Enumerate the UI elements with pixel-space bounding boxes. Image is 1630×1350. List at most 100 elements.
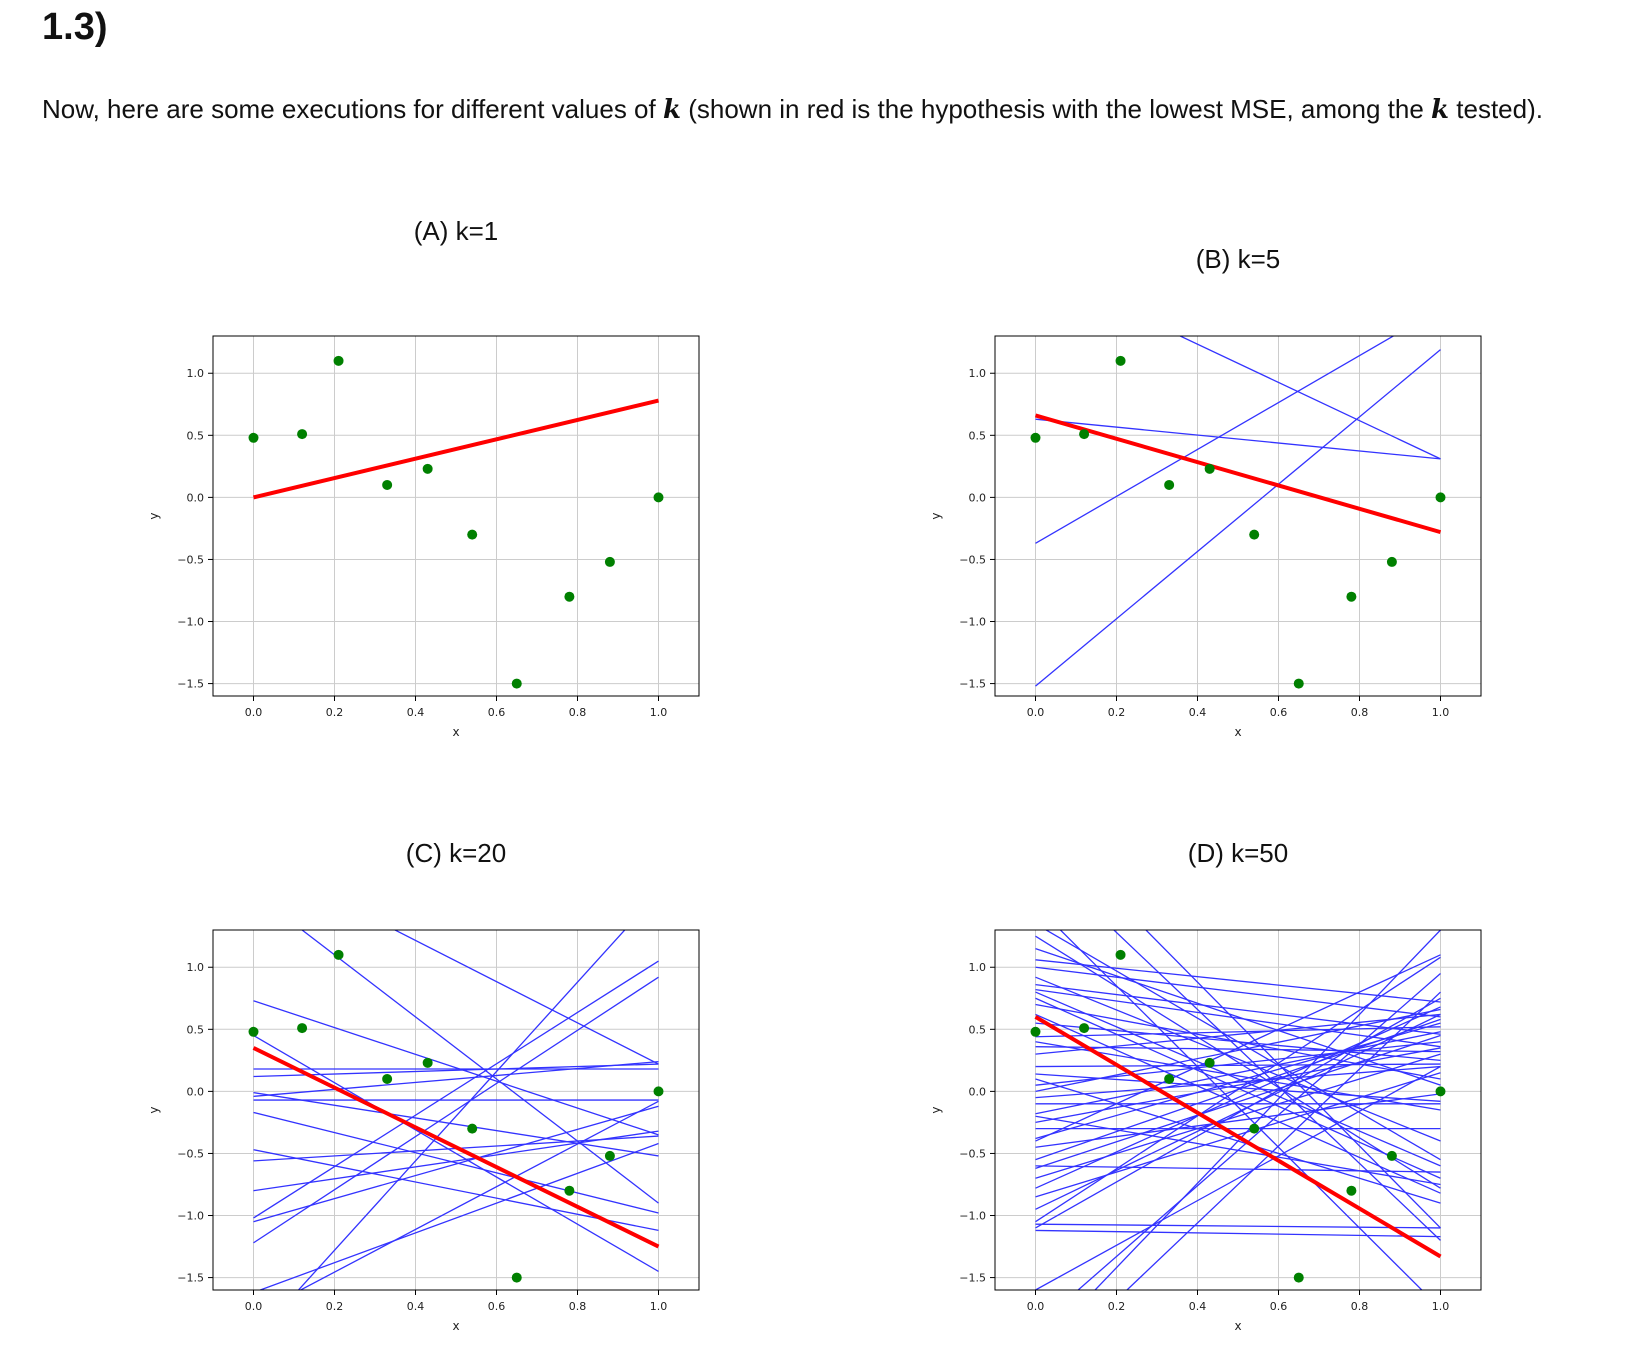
- x-tick-label: 1.0: [1432, 706, 1450, 719]
- candidate-line: [1035, 997, 1441, 1179]
- candidate-line: [1035, 1223, 1441, 1229]
- y-axis-label: y: [147, 1106, 161, 1113]
- intro-text-1: Now, here are some executions for differ…: [42, 94, 663, 124]
- y-tick-label: 0.0: [969, 491, 987, 504]
- candidate-line: [1145, 930, 1441, 1229]
- data-point: [297, 1023, 308, 1034]
- data-point: [1435, 492, 1446, 503]
- candidate-line: [1077, 972, 1441, 1290]
- data-point: [1115, 949, 1126, 960]
- candidate-line: [299, 1100, 659, 1290]
- candidate-line: [1035, 1026, 1441, 1038]
- plot-frame: [212, 335, 700, 697]
- data-point: [333, 949, 344, 960]
- candidate-line: [297, 930, 626, 1290]
- y-tick-label: −0.5: [177, 553, 204, 566]
- candidate-line: [253, 1060, 659, 1097]
- candidate-line: [253, 1000, 659, 1136]
- best-hypothesis-line: [1034, 413, 1442, 535]
- y-tick-label: −0.5: [177, 1147, 204, 1160]
- candidate-line: [253, 1034, 659, 1272]
- x-tick-label: 0.8: [1351, 1300, 1369, 1313]
- best-hypothesis-line: [252, 1046, 660, 1249]
- section-heading: 1.3): [42, 6, 108, 48]
- data-point: [1079, 429, 1090, 440]
- candidate-line: [1035, 1041, 1441, 1111]
- y-tick-label: 0.5: [187, 429, 205, 442]
- candidate-lines: [1035, 930, 1441, 1290]
- data-point: [1249, 529, 1260, 540]
- candidate-line: [1178, 336, 1441, 460]
- candidate-line: [1035, 1093, 1441, 1148]
- data-point: [467, 529, 478, 540]
- y-tick-label: 0.5: [969, 429, 987, 442]
- candidate-line: [1035, 1034, 1441, 1169]
- data-point: [653, 1086, 664, 1097]
- x-tick-label: 1.0: [1432, 1300, 1450, 1313]
- y-tick-label: 1.0: [969, 367, 987, 380]
- x-axis-label: x: [1234, 1319, 1241, 1333]
- candidate-line: [253, 1149, 659, 1232]
- data-point: [248, 1026, 259, 1037]
- data-point: [1346, 1185, 1357, 1196]
- x-tick-label: 1.0: [650, 1300, 668, 1313]
- data-point: [382, 479, 393, 490]
- x-tick-label: 0.6: [1270, 1300, 1288, 1313]
- chart-title: (C) k=20: [406, 838, 506, 868]
- x-tick-label: 0.2: [326, 1300, 344, 1313]
- candidate-line: [1035, 991, 1441, 1167]
- k-variable: k: [662, 95, 681, 125]
- data-point: [1079, 1023, 1090, 1034]
- y-tick-label: −1.5: [959, 678, 986, 691]
- candidate-line: [1035, 1065, 1441, 1099]
- y-axis-label: y: [147, 512, 161, 519]
- y-tick-label: 1.0: [187, 961, 205, 974]
- data-point: [1293, 1272, 1304, 1283]
- plot-frame: [212, 929, 700, 1291]
- data-point: [1346, 591, 1357, 602]
- candidate-line: [1035, 966, 1441, 1018]
- data-point: [1435, 1086, 1446, 1097]
- candidate-line: [393, 930, 659, 1065]
- data-point: [1386, 1150, 1397, 1161]
- plot-frame: [994, 929, 1482, 1291]
- candidate-line: [253, 960, 659, 1219]
- x-axis-label: x: [452, 1319, 459, 1333]
- candidate-line: [1035, 1013, 1441, 1055]
- candidate-line: [1035, 948, 1441, 1086]
- chart-panel-c: (C) k=20 0.0 0.2 0.4 0.6 0.8 1.0 1.0 0.5 0.0 −0.5 −…: [147, 838, 700, 1333]
- y-tick-label: −1.0: [177, 616, 204, 629]
- candidate-line: [1035, 1008, 1441, 1093]
- candidate-line: [1035, 336, 1395, 544]
- chart-title: (B) k=5: [1196, 244, 1281, 274]
- y-tick-label: −1.0: [959, 1210, 986, 1223]
- data-point: [511, 678, 522, 689]
- candidate-line: [1035, 956, 1441, 1223]
- intro-text-2: (shown in red is the hypothesis with the…: [680, 94, 1432, 124]
- best-hypothesis-line: [1034, 1015, 1442, 1259]
- candidate-line: [1035, 935, 1441, 1189]
- candidate-line: [253, 1105, 659, 1223]
- data-point: [297, 429, 308, 440]
- candidate-line: [1044, 930, 1441, 1161]
- intro-text-3: tested).: [1449, 94, 1543, 124]
- y-tick-label: 0.5: [187, 1023, 205, 1036]
- y-tick-label: −0.5: [959, 553, 986, 566]
- x-tick-label: 0.4: [1189, 1300, 1207, 1313]
- candidate-lines: [1035, 336, 1441, 687]
- y-tick-label: 0.5: [969, 1023, 987, 1036]
- candidate-line: [1035, 1229, 1441, 1238]
- chart-title: (D) k=50: [1188, 838, 1288, 868]
- candidate-line: [1035, 349, 1441, 687]
- y-tick-label: −1.5: [959, 1272, 986, 1285]
- x-tick-label: 1.0: [650, 706, 668, 719]
- intro-paragraph: Now, here are some executions for differ…: [42, 88, 1602, 131]
- candidate-line: [1126, 991, 1441, 1290]
- x-tick-label: 0.0: [245, 1300, 263, 1313]
- x-tick-label: 0.8: [569, 1300, 587, 1313]
- y-tick-label: 1.0: [969, 961, 987, 974]
- x-tick-label: 0.0: [1027, 706, 1045, 719]
- candidate-line: [1035, 954, 1441, 1142]
- data-point: [382, 1073, 393, 1084]
- x-tick-label: 0.4: [407, 706, 425, 719]
